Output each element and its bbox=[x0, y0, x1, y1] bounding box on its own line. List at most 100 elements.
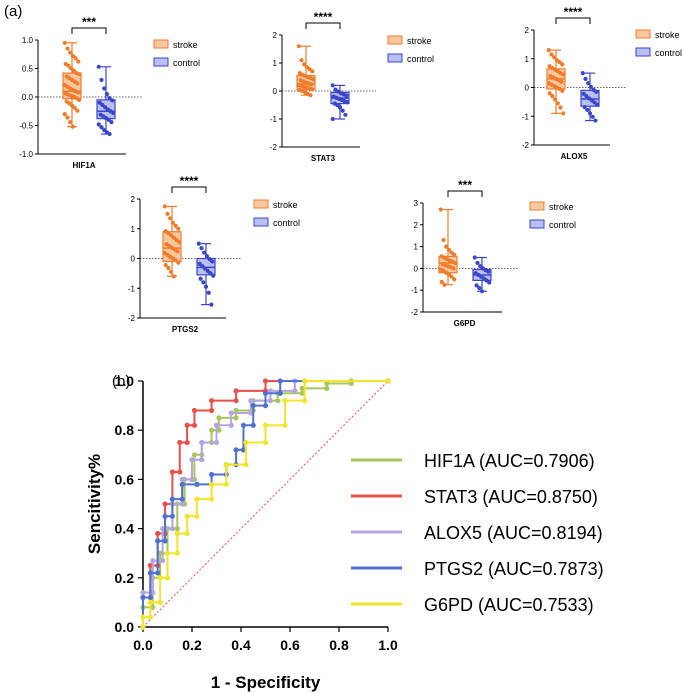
boxplot-panels: 1.0 0.5 0.0 -0.5 -1.0 HIF1A *** stroke control 2 1… bbox=[19, 5, 682, 334]
y-tick-label: 2 bbox=[525, 26, 530, 35]
roc-curve-point bbox=[179, 481, 185, 487]
data-point bbox=[66, 63, 71, 68]
data-point bbox=[198, 276, 203, 281]
box-control bbox=[330, 83, 350, 122]
roc-curve-point bbox=[209, 427, 215, 433]
legend: stroke control bbox=[253, 199, 300, 228]
data-point bbox=[77, 72, 82, 77]
data-point bbox=[452, 277, 457, 282]
data-point bbox=[594, 89, 599, 94]
data-point bbox=[587, 111, 593, 116]
data-point bbox=[582, 104, 587, 110]
roc-curve-point bbox=[174, 526, 180, 532]
data-point bbox=[453, 260, 458, 266]
data-point bbox=[165, 211, 170, 216]
data-point bbox=[560, 88, 565, 94]
legend-label-stroke: stroke bbox=[173, 40, 198, 50]
roc-curve-point bbox=[233, 447, 239, 453]
significance-stars: **** bbox=[564, 5, 583, 19]
y-tick-label: 1 bbox=[131, 225, 136, 234]
roc-curve-point bbox=[223, 462, 229, 468]
y-tick-label: -1 bbox=[270, 115, 278, 124]
data-point bbox=[475, 260, 480, 266]
data-point bbox=[449, 274, 454, 279]
roc-x-tick-label: 0.0 bbox=[133, 637, 153, 653]
roc-curve-point bbox=[169, 526, 175, 532]
box-control bbox=[472, 255, 492, 294]
legend-swatch-stroke bbox=[253, 199, 269, 209]
legend-swatch-stroke bbox=[635, 29, 651, 39]
data-point bbox=[163, 262, 168, 268]
roc-curve-point bbox=[160, 557, 166, 564]
data-point bbox=[99, 77, 104, 82]
roc-curve-point bbox=[162, 538, 168, 544]
data-point bbox=[175, 249, 180, 254]
data-point bbox=[442, 282, 447, 287]
data-point bbox=[588, 84, 594, 90]
roc-curve-point bbox=[209, 496, 215, 502]
data-point bbox=[173, 223, 178, 228]
roc-legend-label: HIF1A (AUC=0.7906) bbox=[424, 451, 595, 471]
legend-swatch-stroke bbox=[529, 201, 545, 211]
roc-curve-point bbox=[191, 452, 198, 458]
roc-curve-point bbox=[282, 422, 288, 428]
roc-curve-point bbox=[189, 457, 195, 463]
significance-stars: **** bbox=[314, 10, 333, 24]
data-point bbox=[176, 260, 181, 265]
data-point bbox=[474, 283, 479, 288]
roc-curve-point bbox=[150, 589, 156, 596]
y-tick-label: -1 bbox=[522, 112, 530, 121]
data-point bbox=[73, 56, 78, 61]
significance-bracket bbox=[305, 22, 341, 29]
x-axis-label: HIF1A bbox=[72, 161, 95, 170]
significance-bracket bbox=[555, 17, 591, 24]
legend: stroke control bbox=[153, 39, 200, 68]
roc-curve-point bbox=[147, 594, 153, 601]
roc-curve-point bbox=[250, 403, 256, 409]
roc-curve-point bbox=[160, 526, 166, 532]
legend-label-control: control bbox=[655, 48, 682, 58]
roc-x-tick-label: 0.4 bbox=[231, 637, 251, 653]
roc-series-alox5: ALOX5 (AUC=0.8194) bbox=[140, 378, 603, 630]
legend-label-control: control bbox=[549, 220, 576, 230]
x-axis-label: PTGS2 bbox=[172, 325, 199, 334]
roc-curve-point bbox=[174, 550, 180, 556]
data-point bbox=[102, 86, 107, 91]
data-point bbox=[109, 119, 114, 125]
roc-x-axis-label: 1 - Specificity bbox=[211, 673, 321, 692]
legend-label-control: control bbox=[407, 54, 434, 64]
data-point bbox=[205, 268, 210, 274]
roc-curve-point bbox=[199, 457, 205, 463]
data-point bbox=[77, 97, 82, 102]
box-control bbox=[96, 64, 116, 137]
roc-curve-point bbox=[209, 471, 215, 478]
data-point bbox=[552, 55, 557, 60]
y-tick-label: 2 bbox=[273, 31, 278, 40]
data-point bbox=[169, 269, 174, 274]
y-tick-label: 0 bbox=[414, 264, 419, 273]
roc-curve-point bbox=[240, 422, 247, 428]
roc-legend-label: PTGS2 (AUC=0.7873) bbox=[424, 559, 604, 579]
roc-curve-point bbox=[248, 410, 254, 416]
boxplot-panel-stat3: 2 1 0 -1 -2 STAT3 **** stroke control bbox=[270, 10, 434, 163]
data-point bbox=[168, 216, 173, 221]
roc-curve-point bbox=[277, 378, 283, 384]
data-point bbox=[310, 87, 315, 92]
roc-curve-point bbox=[179, 476, 185, 482]
data-point bbox=[555, 101, 560, 106]
y-tick-label: -1 bbox=[128, 284, 136, 293]
x-axis-label: G6PD bbox=[454, 319, 476, 328]
box-control bbox=[196, 241, 216, 307]
roc-curve-point bbox=[275, 398, 281, 404]
roc-curve-point bbox=[155, 530, 161, 537]
data-point bbox=[76, 59, 81, 64]
roc-curve-point bbox=[169, 513, 175, 519]
significance-stars: *** bbox=[458, 178, 472, 192]
legend: stroke control bbox=[529, 201, 576, 230]
roc-curve-point bbox=[140, 614, 146, 620]
data-point bbox=[173, 258, 178, 263]
roc-curve-point bbox=[150, 604, 156, 610]
roc-curve-point bbox=[147, 599, 153, 606]
roc-x-tick-label: 0.2 bbox=[182, 637, 202, 653]
